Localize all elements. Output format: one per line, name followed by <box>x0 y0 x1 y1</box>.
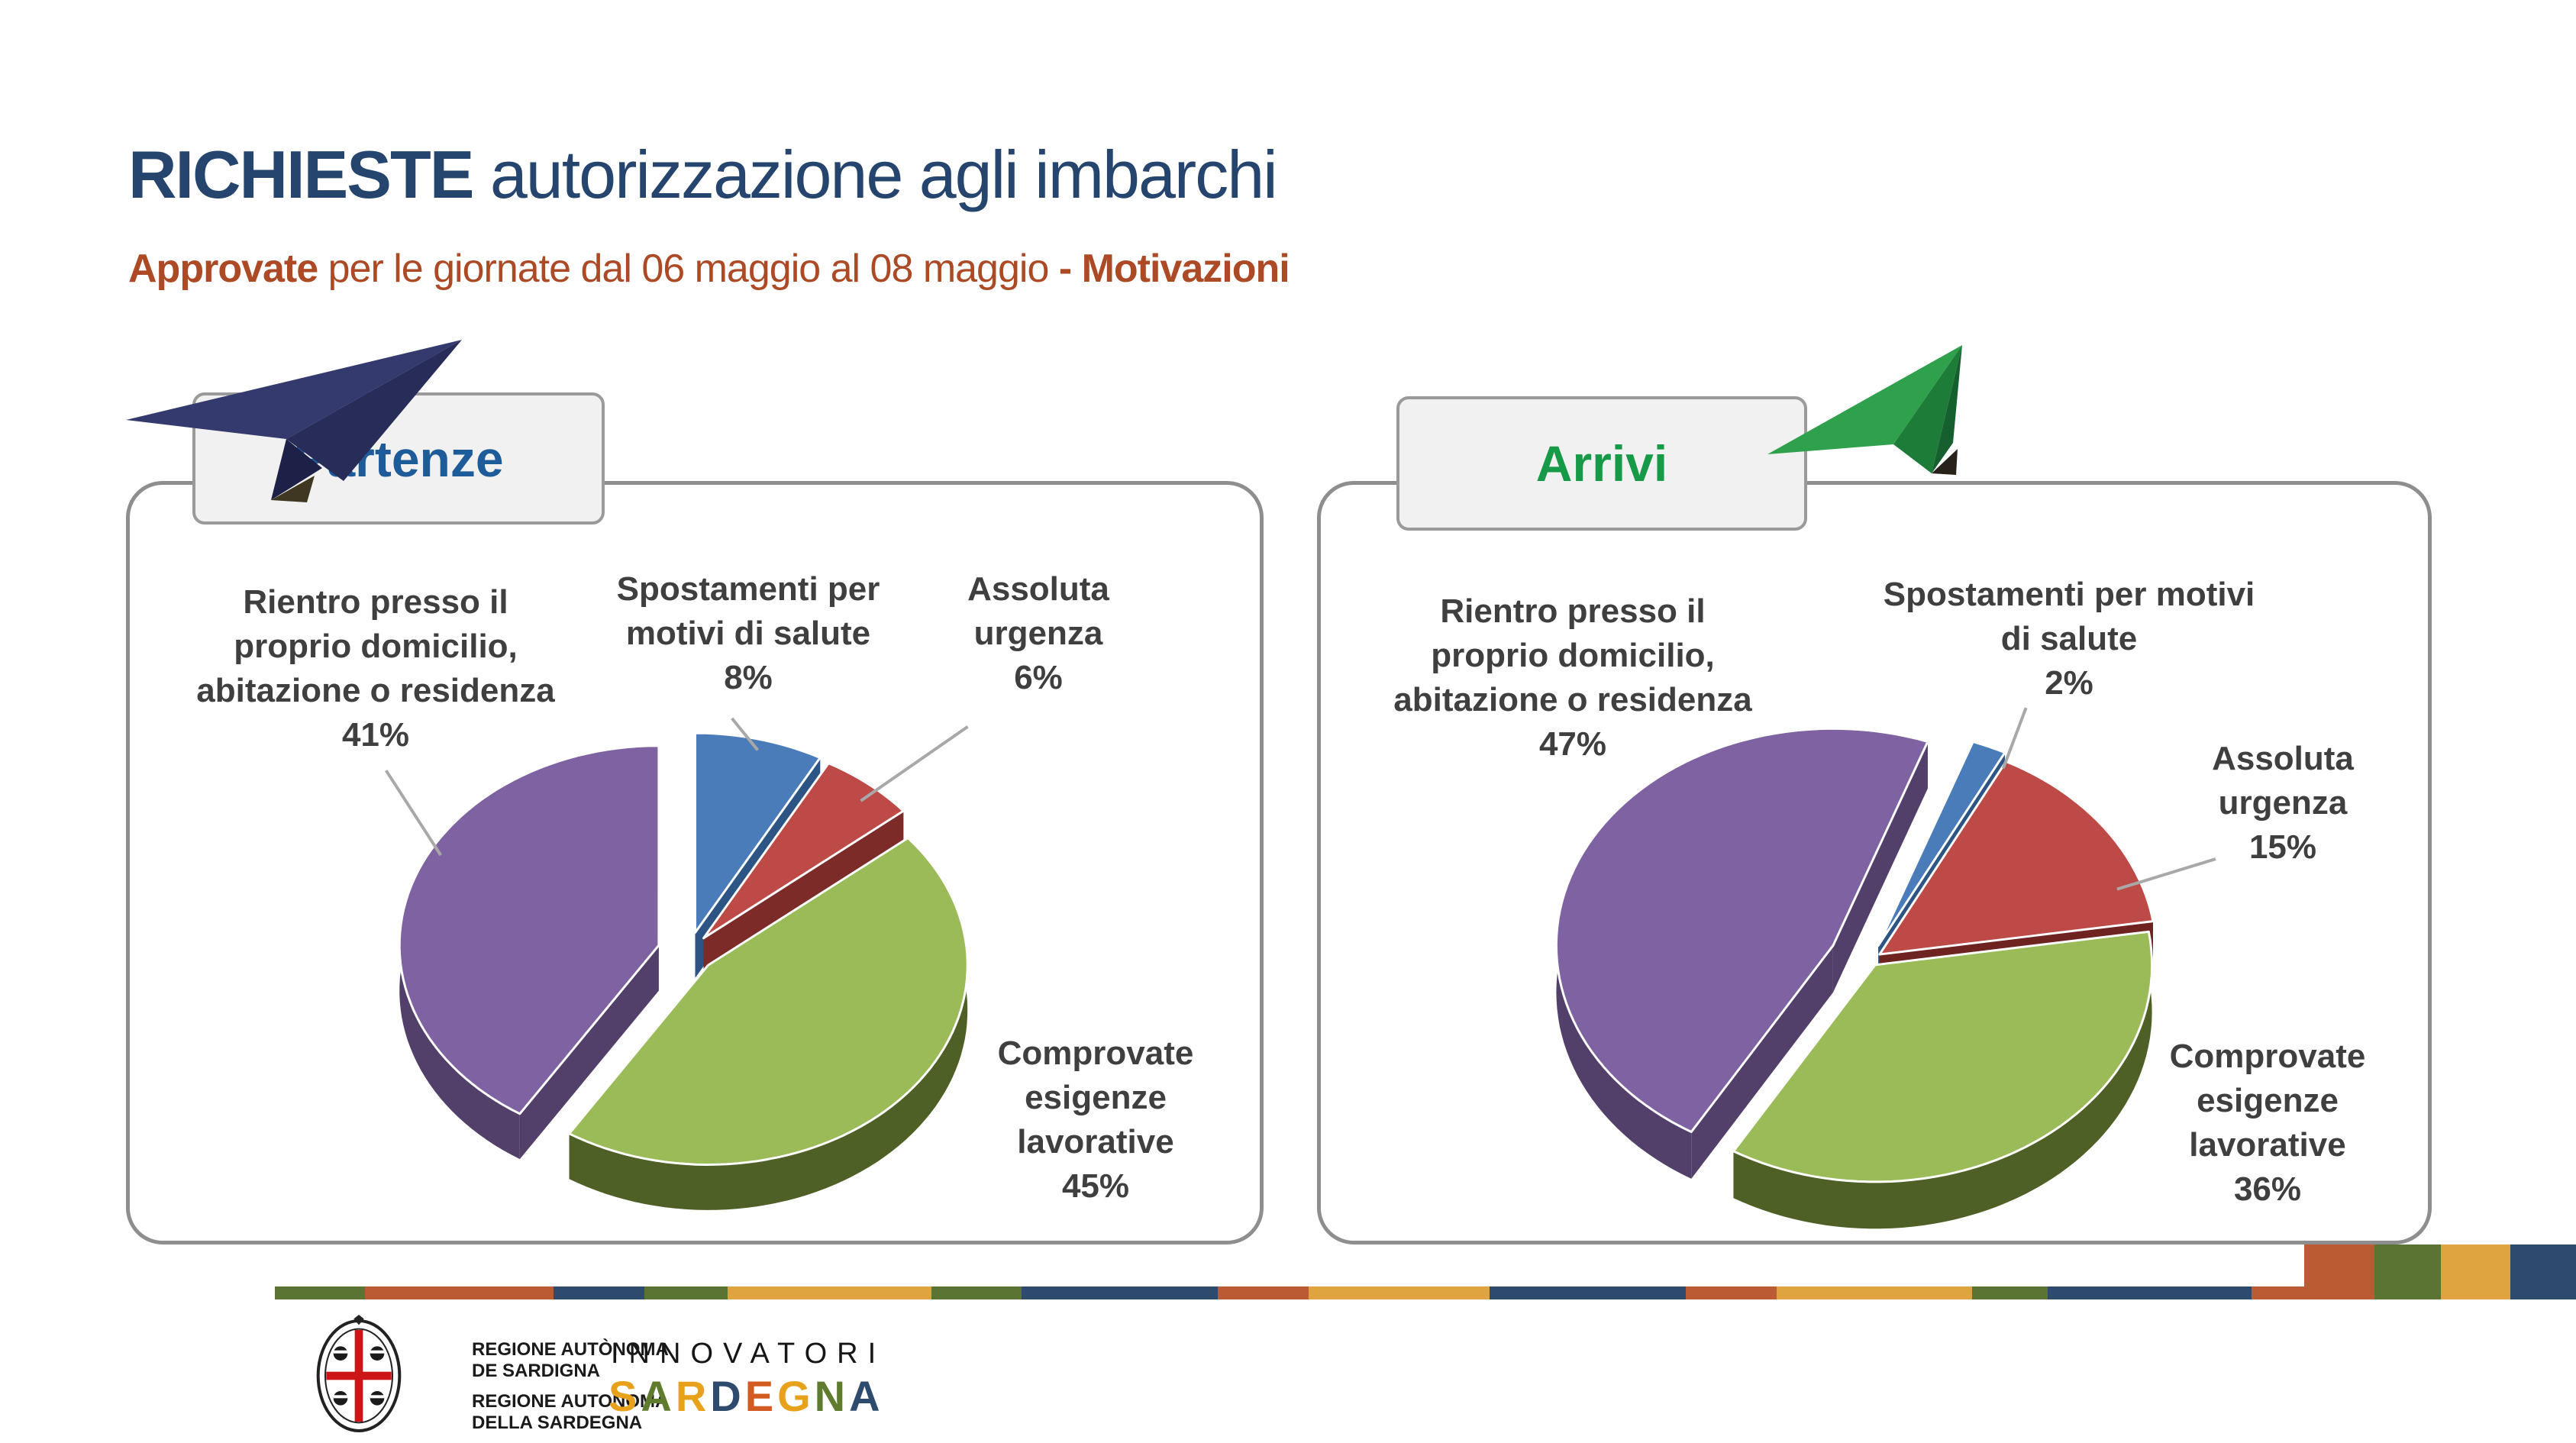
sardegna-letter: D <box>710 1372 745 1420</box>
pie-slice <box>398 744 660 1115</box>
tab-arrivi: Arrivi <box>1396 396 1807 531</box>
pie-slice-rim <box>1733 931 2152 1229</box>
subtitle-bold-lead: Approvate <box>128 247 318 291</box>
stripe-segment <box>931 1286 1022 1299</box>
pie-data-label: Comprovate esigenze lavorative 45% <box>997 1035 1194 1205</box>
page-subtitle: Approvate per le giornate dal 06 maggio … <box>128 246 1290 292</box>
tab-arrivi-label: Arrivi <box>1535 435 1668 492</box>
pie-data-label: Spostamenti per motivi di salute 2% <box>1883 576 2255 702</box>
stripe-segment <box>365 1286 554 1299</box>
pie-slice <box>1554 727 1929 1134</box>
region-line-1: REGIONE AUTÒNOMA <box>472 1339 669 1360</box>
partenze-panel: Spostamenti per motivi di salute 8% Assol… <box>126 481 1264 1244</box>
stripe-segment <box>554 1286 644 1299</box>
leader-line <box>731 717 759 751</box>
pie-data-label: Assoluta urgenza 15% <box>2212 740 2354 866</box>
stripe-segment <box>644 1286 728 1299</box>
page-title-bold: RICHIESTE <box>128 137 474 212</box>
sardegna-letter: N <box>814 1372 850 1420</box>
pie-data-label: Rientro presso il proprio domicilio, abi… <box>1393 592 1752 763</box>
subtitle-mid: per le giornate dal 06 maggio al 08 magg… <box>318 247 1059 291</box>
navy-paper-plane-icon <box>126 340 462 502</box>
stripe-segment <box>2510 1244 2576 1299</box>
region-line-2: DE SARDIGNA <box>472 1361 601 1381</box>
subtitle-bold-tail: - Motivazioni <box>1058 247 1290 291</box>
sardegna-letter: R <box>675 1372 711 1420</box>
pie-data-label: Comprovate esigenze lavorative 36% <box>2169 1038 2366 1208</box>
pie-slice-wall <box>519 945 659 1160</box>
stripe-segment <box>1218 1286 1309 1299</box>
leader-line <box>385 770 442 857</box>
sardegna-letter: E <box>744 1372 778 1420</box>
leader-line <box>2001 707 2028 769</box>
page-title-rest: autorizzazione agli imbarchi <box>473 137 1278 212</box>
stripe-segment <box>1686 1286 1777 1299</box>
pie-slice <box>568 837 969 1166</box>
pie-slice <box>1877 741 2006 947</box>
leader-line <box>860 725 969 802</box>
stripe-segment <box>1022 1286 1218 1299</box>
stripe-segment <box>2441 1244 2510 1299</box>
partenze-pie-chart <box>385 717 969 1210</box>
region-line-3: REGIONE AUTONOMA <box>472 1391 669 1412</box>
sardegna-letter: G <box>777 1372 815 1420</box>
sardegna-logo-text: SARDEGNA <box>608 1371 884 1421</box>
stripe-segment <box>1490 1286 1686 1299</box>
arrivi-panel: Spostamenti per motivi di salute 2% Assol… <box>1317 481 2432 1244</box>
leader-line <box>2116 857 2216 891</box>
region-line-4: DELLA SARDEGNA <box>472 1412 643 1433</box>
pie-slice <box>1732 930 2154 1183</box>
stripe-segment <box>2304 1244 2374 1299</box>
green-paper-plane-icon <box>1767 345 1962 475</box>
sardegna-letter: A <box>849 1372 884 1420</box>
stripe-segment <box>1309 1286 1490 1299</box>
stripe-segment <box>2048 1286 2252 1299</box>
stripe-segment <box>1777 1286 1972 1299</box>
pie-slice <box>702 762 905 940</box>
arrivi-pie-chart <box>1554 707 2216 1229</box>
footer-color-stripe <box>275 1244 2576 1299</box>
pie-data-label: Assoluta urgenza 6% <box>967 570 1109 696</box>
pie-slice <box>694 731 822 934</box>
sardinia-coat-of-arms <box>316 1315 402 1432</box>
pie-data-label: Rientro presso il proprio domicilio, abi… <box>196 583 555 754</box>
stripe-segment <box>2252 1286 2304 1299</box>
pie-slice-wall <box>1832 741 1928 993</box>
region-logo-text: REGIONE AUTÒNOMA DE SARDIGNA REGIONE AUT… <box>472 1339 669 1434</box>
innovatori-logo-text: INNOVATORI <box>611 1338 886 1370</box>
pie-data-label: Spostamenti per motivi di salute 8% <box>616 570 880 696</box>
page-title: RICHIESTE autorizzazione agli imbarchi <box>128 136 1278 214</box>
stripe-segment <box>1972 1286 2048 1299</box>
sardegna-letter: A <box>641 1372 676 1420</box>
stripe-segment <box>2374 1244 2441 1299</box>
pie-slice <box>1878 760 2155 956</box>
stripe-segment <box>275 1286 365 1299</box>
sardegna-letter: S <box>608 1372 641 1420</box>
stripe-segment <box>728 1286 931 1299</box>
pie-slice-wall <box>1691 945 1833 1179</box>
